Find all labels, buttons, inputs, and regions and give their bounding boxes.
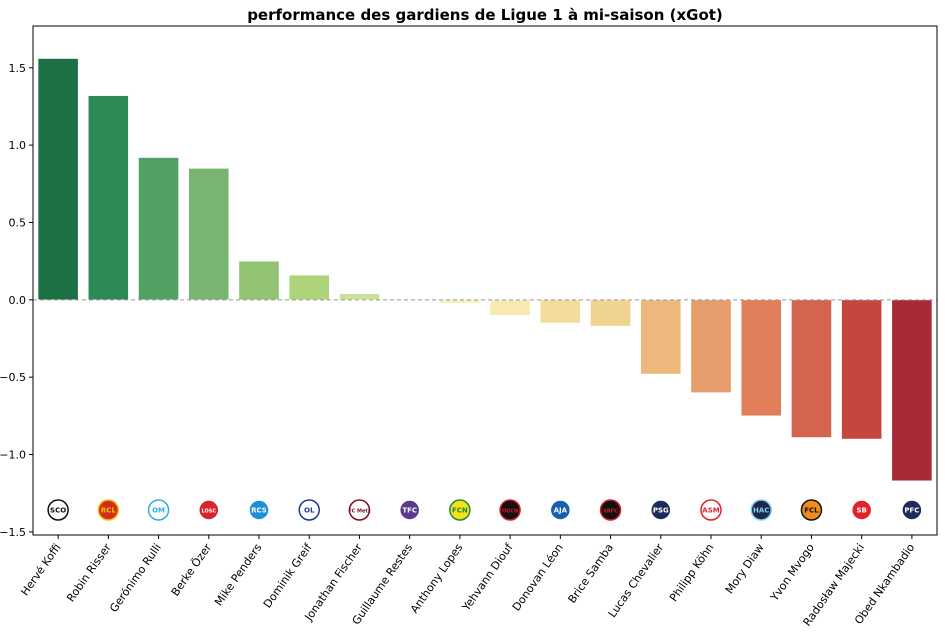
club-logo-strasbourg: RCS (248, 499, 270, 521)
x-tick-label: Mory Diaw (723, 541, 767, 596)
club-logo-brest: SB (850, 499, 873, 521)
club-logo-auxerre: AJA (549, 499, 572, 521)
bar (489, 299, 531, 316)
svg-text:PSG: PSG (653, 507, 669, 515)
y-tick-label: 0.5 (9, 216, 27, 229)
svg-text:FCL: FCL (804, 507, 819, 515)
svg-text:PFC: PFC (904, 507, 919, 515)
club-logo-toulouse: TFC (398, 499, 421, 521)
bar (238, 260, 280, 301)
bar (590, 299, 631, 327)
x-tick-label: Yehvann Diouf (459, 540, 516, 614)
bar (288, 274, 330, 301)
x-tick-label: Anthony Lopes (408, 541, 466, 616)
x-tick-label: Philipp Köhn (667, 541, 716, 604)
club-logo-paris-fc: PFC (901, 499, 923, 521)
club-logo-lyon: OL (298, 499, 320, 521)
bar (138, 157, 179, 301)
y-tick-label: 1.0 (9, 139, 27, 152)
svg-text:FCN: FCN (452, 507, 468, 515)
club-logo-lens: RCL (97, 499, 120, 521)
x-tick-label: Lucas Chevalier (606, 541, 667, 620)
bar (188, 168, 230, 301)
x-tick-label: Hervé Koffi (18, 541, 63, 598)
x-tick-label: Berke Özer (169, 541, 215, 599)
y-tick-label: 0.0 (9, 294, 27, 307)
svg-text:SRFC: SRFC (603, 509, 618, 515)
club-logo-metz: FC Metz (348, 499, 371, 521)
svg-text:AJA: AJA (554, 507, 568, 515)
club-logo-angers: SCO (47, 499, 69, 521)
club-logo-psg: PSG (650, 499, 672, 521)
bar (791, 299, 832, 438)
club-logo-rennes: SRFC (599, 499, 622, 521)
svg-text:HAC: HAC (753, 507, 769, 515)
chart-title: performance des gardiens de Ligue 1 à mi… (247, 6, 723, 24)
x-tick-label: Donovan Léon (510, 541, 566, 613)
bar (87, 95, 129, 301)
bar (389, 299, 431, 301)
bar (891, 299, 933, 482)
x-tick-label: Gerónimo Rulli (107, 541, 164, 614)
y-tick-label: −1.0 (0, 449, 26, 462)
svg-text:FC Metz: FC Metz (348, 509, 371, 515)
svg-text:TFC: TFC (402, 507, 417, 515)
club-logo-nice: OGCN (499, 499, 521, 521)
bar (640, 299, 682, 375)
x-tick-label: Dominik Greif (261, 540, 316, 610)
x-tick-label: Brice Samba (565, 541, 616, 605)
bar (841, 299, 883, 440)
y-tick-label: 1.5 (9, 62, 27, 75)
bar (37, 58, 79, 301)
bar (740, 299, 782, 417)
svg-text:OGCN: OGCN (502, 509, 518, 515)
club-logo-marseille: OM (147, 499, 170, 521)
bar (339, 293, 380, 301)
bar (539, 299, 581, 324)
club-logo-lorient: FCL (800, 499, 823, 521)
svg-text:RCS: RCS (251, 507, 267, 515)
y-tick-label: −0.5 (0, 371, 26, 384)
club-logo-lille: LOSC (198, 499, 220, 521)
svg-text:SB: SB (856, 507, 866, 515)
svg-text:RCL: RCL (101, 507, 117, 515)
svg-text:SCO: SCO (50, 507, 66, 515)
svg-text:ASM: ASM (702, 507, 719, 515)
x-tick-label: Mike Penders (212, 541, 265, 608)
club-logo-monaco: ASM (700, 499, 722, 521)
club-logo-nantes: FCN (449, 499, 471, 521)
x-tick-label: Yvon Mvogo (767, 541, 817, 604)
club-logo-le-havre: HAC (750, 499, 772, 521)
bar (690, 299, 732, 393)
svg-text:LOSC: LOSC (202, 509, 217, 515)
bar (439, 299, 481, 304)
svg-text:OM: OM (152, 507, 165, 515)
x-tick-label: Robin Risser (64, 541, 114, 604)
svg-text:OL: OL (304, 507, 315, 515)
plot-frame (32, 25, 938, 536)
y-tick-label: −1.5 (0, 526, 26, 539)
